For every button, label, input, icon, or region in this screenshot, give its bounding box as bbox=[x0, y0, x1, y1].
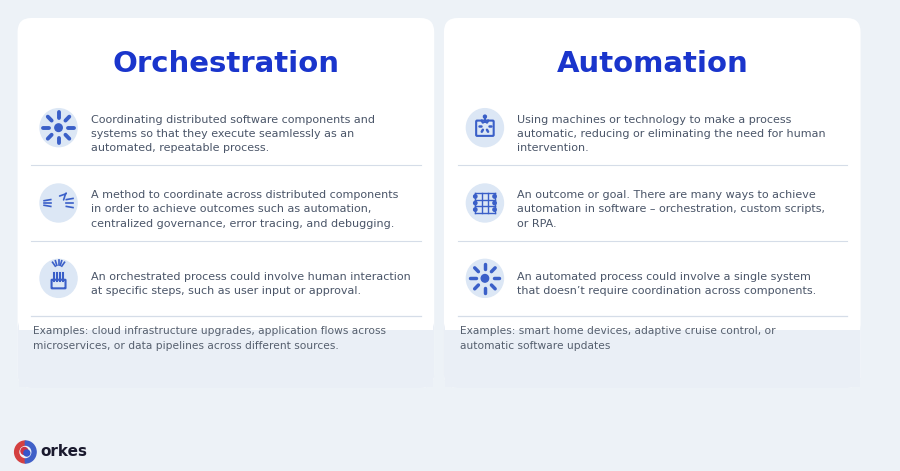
Text: Using machines or technology to make a process
automatic, reducing or eliminatin: Using machines or technology to make a p… bbox=[518, 114, 825, 154]
Circle shape bbox=[466, 184, 503, 222]
Bar bbox=[445, 330, 860, 387]
Circle shape bbox=[483, 115, 486, 118]
Circle shape bbox=[21, 447, 28, 455]
Text: An automated process could involve a single system
that doesn’t require coordina: An automated process could involve a sin… bbox=[518, 272, 816, 296]
Bar bbox=[19, 316, 433, 374]
FancyBboxPatch shape bbox=[18, 316, 434, 388]
Circle shape bbox=[473, 208, 477, 211]
Circle shape bbox=[14, 441, 36, 463]
Circle shape bbox=[493, 208, 496, 211]
Circle shape bbox=[40, 184, 77, 222]
FancyBboxPatch shape bbox=[51, 280, 66, 288]
Circle shape bbox=[473, 195, 477, 198]
Circle shape bbox=[493, 195, 496, 198]
Bar bbox=[474, 193, 495, 213]
Text: Orchestration: Orchestration bbox=[112, 50, 339, 78]
FancyBboxPatch shape bbox=[476, 121, 494, 136]
FancyBboxPatch shape bbox=[444, 18, 860, 388]
Circle shape bbox=[493, 201, 496, 205]
Text: Coordinating distributed software components and
systems so that they execute se: Coordinating distributed software compon… bbox=[91, 114, 374, 154]
FancyBboxPatch shape bbox=[18, 18, 434, 388]
Circle shape bbox=[20, 447, 31, 457]
Circle shape bbox=[466, 260, 503, 297]
Wedge shape bbox=[25, 441, 36, 463]
Circle shape bbox=[482, 275, 489, 282]
Bar bbox=[19, 330, 433, 387]
Wedge shape bbox=[14, 441, 25, 463]
FancyBboxPatch shape bbox=[444, 316, 860, 388]
Circle shape bbox=[40, 109, 77, 146]
Text: Examples: smart home devices, adaptive cruise control, or
automatic software upd: Examples: smart home devices, adaptive c… bbox=[460, 326, 775, 351]
Circle shape bbox=[466, 109, 503, 146]
Circle shape bbox=[40, 260, 77, 297]
Text: Examples: cloud infrastructure upgrades, application flows across
microservices,: Examples: cloud infrastructure upgrades,… bbox=[33, 326, 386, 351]
Circle shape bbox=[473, 201, 477, 205]
Text: orkes: orkes bbox=[40, 445, 87, 460]
Bar bbox=[445, 316, 860, 374]
Text: Automation: Automation bbox=[556, 50, 748, 78]
Circle shape bbox=[55, 124, 62, 131]
Circle shape bbox=[24, 450, 30, 456]
Text: A method to coordinate across distributed components
in order to achieve outcome: A method to coordinate across distribute… bbox=[91, 190, 398, 229]
Text: An orchestrated process could involve human interaction
at specific steps, such : An orchestrated process could involve hu… bbox=[91, 272, 410, 296]
Text: An outcome or goal. There are many ways to achieve
automation in software – orch: An outcome or goal. There are many ways … bbox=[518, 190, 825, 229]
